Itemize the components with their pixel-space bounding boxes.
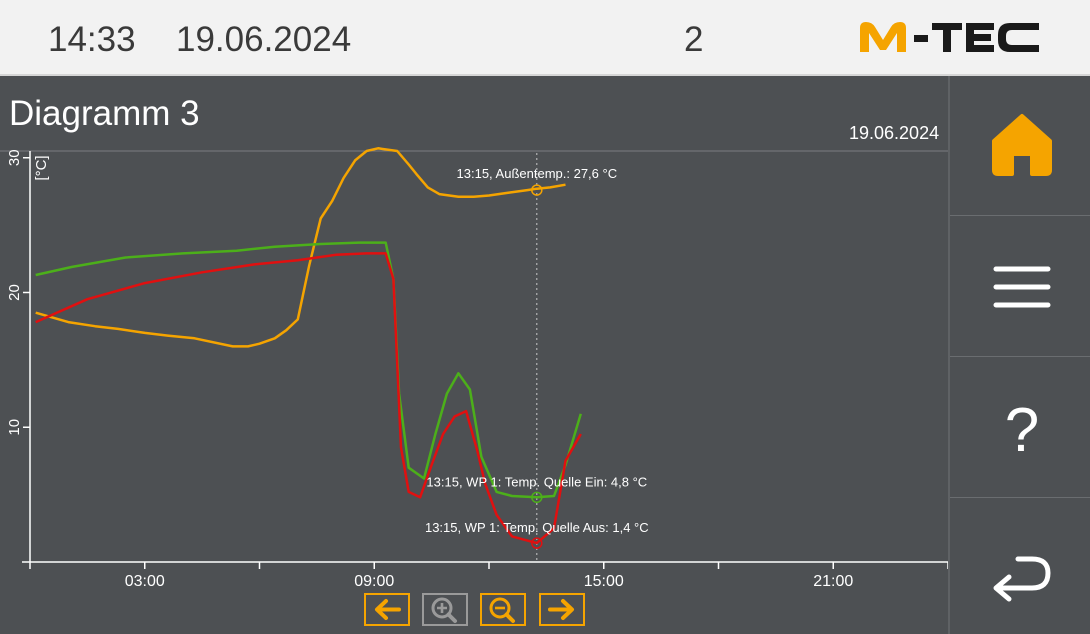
zoom-in-button[interactable] [422,593,468,626]
x-tick-label: 15:00 [584,573,624,590]
chart-date: 19.06.2024 [849,123,940,143]
zoom-out-icon [489,597,515,623]
cursor-marker [531,491,543,504]
cursor-label: 13:15, WP 1: Temp. Quelle Ein: 4,8 °C [426,474,647,489]
line-chart[interactable]: 10 20 30 [°C] 03:00 09:00 15:00 21:00 13:15, Auß… [0,140,948,590]
cursor-marker [531,537,543,549]
back-icon [993,556,1051,602]
cursor-marker [531,184,543,196]
x-tick-label: 21:00 [813,573,853,590]
main-area [0,76,948,634]
home-icon [992,114,1052,176]
y-tick-label: 10 [6,419,23,436]
x-tick-label: 09:00 [354,573,394,590]
header-number: 2 [684,20,704,59]
series-line-2 [35,252,582,545]
zoom-out-button[interactable] [480,593,526,626]
svg-text:?: ? [1005,396,1039,465]
home-button[interactable] [950,76,1090,216]
cursor-label: 13:15, Außentemp.: 27,6 °C [457,166,618,181]
menu-button[interactable] [950,217,1090,357]
arrow-left-icon [375,599,401,620]
x-tick-label: 03:00 [125,573,165,590]
header-date: 19.06.2024 [176,20,352,59]
header-bar: 14:33 19.06.2024 2 [0,0,1090,76]
menu-icon [993,266,1051,308]
series-line-0 [35,147,566,348]
y-axis-label: [°C] [33,155,50,180]
y-tick-label: 30 [6,149,23,166]
scroll-left-button[interactable] [364,593,410,626]
sidebar: ? [948,76,1090,634]
cursor-label: 13:15, WP 1: Temp. Quelle Aus: 1,4 °C [425,520,649,535]
y-tick-label: 20 [6,284,23,301]
zoom-in-icon [431,597,457,623]
back-button[interactable] [950,499,1090,634]
scroll-right-button[interactable] [539,593,585,626]
clock-time: 14:33 [48,20,136,59]
series-line-1 [35,241,582,499]
help-icon: ? [1005,396,1039,465]
m-tec-logo [860,22,1039,52]
help-button[interactable]: ? [950,358,1090,498]
arrow-right-icon [548,599,574,620]
page-title: Diagramm 3 [9,94,200,133]
